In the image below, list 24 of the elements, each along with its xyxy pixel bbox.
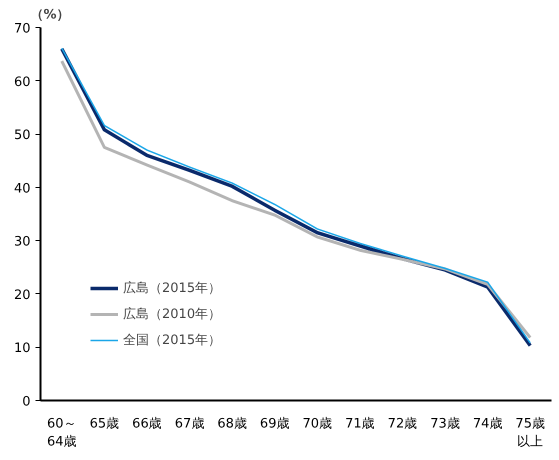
x-tick-label: 65歳 [90,416,120,432]
y-tick-label: 60 [14,74,31,90]
x-tick-label: 71歳 [345,416,375,432]
x-tick-label: 67歳 [174,416,204,432]
y-tick-label: 70 [14,22,31,36]
y-axis-title: （%） [30,8,70,22]
legend-label: 広島（2010年） [123,306,222,323]
x-tick-label: 73歳 [430,416,460,432]
legend-label: 全国（2015年） [123,332,222,349]
x-tick-label: 70歳 [302,416,332,432]
x-tick-label: 74歳 [472,416,502,432]
x-tick-label: 75歳以上 [515,416,545,450]
legend-label: 広島（2015年） [123,280,222,297]
x-tick-label: 66歳 [132,416,162,432]
y-tick-label: 10 [14,341,31,356]
y-tick-label: 0 [22,394,31,410]
x-tick-label: 72歳 [388,416,418,432]
y-tick-label: 40 [14,181,31,196]
y-tick-label: 20 [14,288,31,303]
x-tick-label: 68歳 [217,416,247,432]
x-tick-label: 69歳 [260,416,290,432]
y-tick-label: 50 [14,128,31,144]
x-tick-label: 60～64歳 [47,416,77,450]
y-tick-label: 30 [14,234,31,250]
